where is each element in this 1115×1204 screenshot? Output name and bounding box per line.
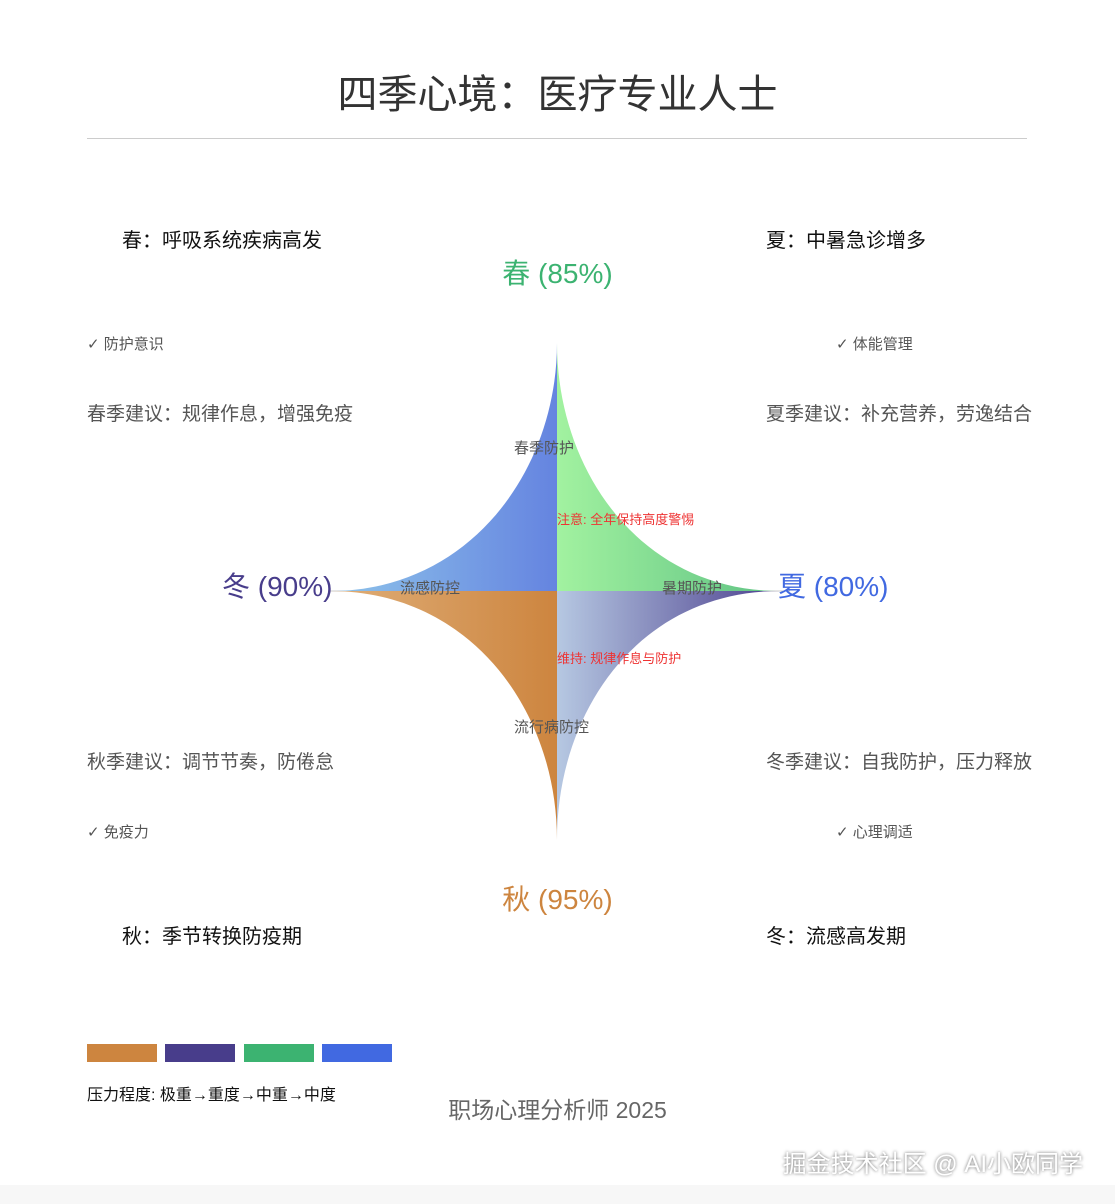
winter-advice: 冬季建议：自我防护，压力释放 [766,752,1033,773]
winter-label: 冬 (90%) [222,571,333,602]
legend-swatch-severe [165,1044,235,1062]
autumn-quadrant [330,591,557,840]
autumn-check: ✓ 免疫力 [87,824,149,841]
spring-advice: 春季建议：规律作息，增强免疫 [87,404,354,425]
summer-label: 夏 (80%) [778,571,889,602]
summer-advice: 夏季建议：补充营养，劳逸结合 [766,404,1033,425]
legend-swatch-extreme [87,1044,157,1062]
summer-quadrant [557,343,780,591]
page-title: 四季心境：医疗专业人士 [337,73,778,117]
divider [87,138,1027,139]
winter-quadrant [557,591,780,840]
summer-inner-label: 暑期防护 [662,580,723,597]
autumn-inner-label: 流行病防控 [514,719,590,736]
autumn-advice: 秋季建议：调节节奏，防倦怠 [87,752,335,773]
spring-check: ✓ 防护意识 [87,336,164,353]
spring-quadrant [330,343,557,591]
winter-heading: 冬：流感高发期 [766,926,906,948]
winter-inner-label: 流感防控 [400,580,461,597]
legend-text: 压力程度: 极重→重度→中重→中度 [87,1087,336,1104]
legend-swatch-moderate-severe [244,1044,314,1062]
note-bottom: 维持: 规律作息与防护 [557,651,682,666]
footer: 职场心理分析师 2025 [448,1097,667,1123]
autumn-label: 秋 (95%) [502,884,613,915]
watermark: 掘金技术社区 @ AI小欧同学 [782,1151,1083,1178]
spring-inner-label: 春季防护 [514,440,575,457]
note-top: 注意: 全年保持高度警惕 [557,512,695,527]
spring-label: 春 (85%) [502,258,613,289]
summer-heading: 夏：中暑急诊增多 [766,230,926,252]
summer-check: ✓ 体能管理 [836,336,913,353]
winter-check: ✓ 心理调适 [836,824,913,841]
spring-heading: 春：呼吸系统疾病高发 [122,230,322,252]
autumn-heading: 秋：季节转换防疫期 [122,926,302,948]
legend-swatch-moderate [322,1044,392,1062]
